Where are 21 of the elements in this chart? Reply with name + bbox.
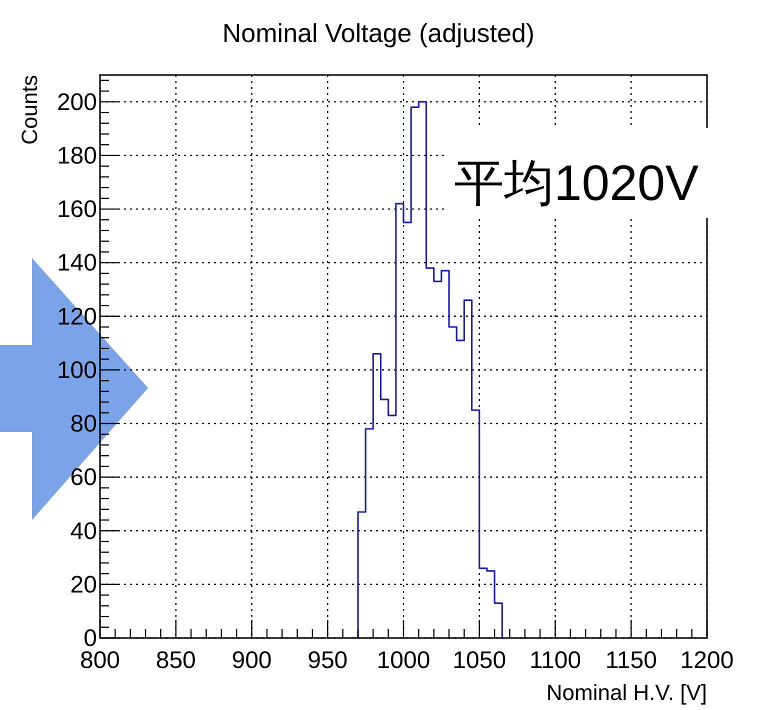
- y-tick-label: 100: [56, 356, 97, 384]
- x-tick-label: 1100: [529, 647, 582, 674]
- x-tick-label: 900: [232, 647, 272, 674]
- x-tick-label: 950: [308, 647, 348, 674]
- x-tick-label: 1000: [376, 647, 430, 674]
- y-tick-label: 60: [70, 464, 97, 492]
- x-tick-label: 850: [156, 647, 196, 674]
- y-tick-label: 140: [56, 250, 97, 277]
- y-tick-label: 180: [56, 142, 97, 170]
- annotation: 平均1020V: [454, 155, 700, 211]
- y-tick-label: 20: [70, 571, 97, 598]
- chart-title: Nominal Voltage (adjusted): [222, 18, 535, 48]
- x-tick-label: 1150: [605, 647, 657, 674]
- y-tick-label: 160: [56, 196, 97, 224]
- x-axis-title: Nominal H.V. [V]: [546, 680, 707, 705]
- y-tick-label: 40: [70, 518, 97, 545]
- y-tick-label: 80: [70, 410, 97, 438]
- y-axis-title: Counts: [17, 75, 42, 145]
- y-tick-label: 200: [56, 88, 97, 116]
- x-tick-label: 1200: [680, 647, 734, 674]
- x-tick-label: 1050: [452, 647, 506, 674]
